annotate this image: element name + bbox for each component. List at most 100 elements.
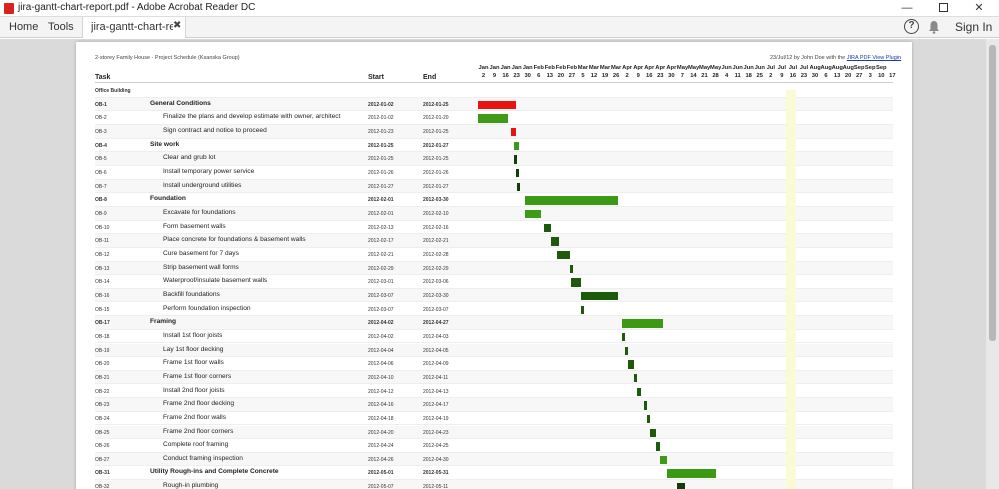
timeline-day-label: 12 [590,73,598,79]
start-date: 2012-05-01 [368,470,394,477]
issue-key: OB-21 [95,374,110,381]
maximize-button[interactable] [925,0,961,17]
task-name: Install 1st floor joists [163,331,223,339]
task-name: Install underground utilities [163,181,242,189]
gantt-bar[interactable] [544,223,551,233]
end-date: 2012-03-07 [423,306,449,313]
timeline-month-label: Aug [820,65,832,71]
gantt-bar[interactable] [624,346,628,356]
gantt-bar[interactable] [667,469,717,478]
gantt-bar[interactable] [656,442,660,451]
end-date: 2012-04-09 [423,361,449,368]
plugin-link[interactable]: JIRA PDF View Plugin [846,55,902,61]
close-window-button[interactable]: ✕ [974,2,984,14]
start-date: 2012-05-07 [368,484,394,489]
task-row: OB-12 Cure basement for 7 days 2012-02-21 2… [95,248,893,262]
gantt-bar[interactable] [517,182,521,192]
start-date: 2012-04-06 [368,361,394,368]
start-date: 2012-04-12 [368,388,394,395]
start-date: 2012-02-17 [368,238,394,245]
timeline-day-label: 2 [625,73,629,79]
task-row: OB-32 Rough-in plumbing 2012-05-07 2012-05-… [95,480,893,489]
gantt-bar[interactable] [556,250,570,260]
help-icon[interactable]: ? [904,19,919,34]
gantt-bar[interactable] [580,291,619,301]
issue-key: OB-17 [95,320,110,327]
gantt-bar[interactable] [525,196,619,205]
timeline-month-label: Apr [666,65,677,71]
start-date: 2012-02-21 [368,251,394,258]
document-viewer[interactable]: 2-storey Family House - Project Schedule… [0,39,999,489]
start-date: 2012-01-26 [368,169,394,176]
timeline-day-label: 16 [646,73,653,79]
timeline-month-label: Jan [478,65,489,71]
timeline-month-label: Jan [522,65,533,71]
timeline-month-label: Jul [777,65,787,71]
section-row: Office Building [95,84,893,98]
task-row: OB-20 Frame 1st floor walls 2012-04-06 2012… [95,357,893,371]
timeline-month-label: Aug [831,65,843,71]
task-name: Sign contract and notice to proceed [163,126,267,134]
task-name: Place concrete for foundations & basemen… [163,236,306,244]
gantt-bar[interactable] [515,168,519,178]
group-row: OB-17 Framing 2012-04-02 2012-04-27 [95,316,893,330]
gantt-bar[interactable] [627,360,635,369]
task-name: Install temporary power service [163,167,255,175]
task-name: Backfill foundations [163,290,220,298]
end-date: 2012-01-27 [423,142,449,149]
start-date: 2012-04-02 [368,333,394,340]
gantt-bar[interactable] [634,373,638,383]
gantt-bar[interactable] [643,401,647,410]
gantt-bar[interactable] [650,428,657,437]
gantt-bar[interactable] [571,278,581,287]
timeline-month-label: Apr [622,65,633,71]
notification-bell-icon[interactable] [928,20,940,34]
app-toolbar: Home Tools jira-gantt-chart-rep... ✖ ? S… [0,17,999,38]
document-tab-label: jira-gantt-chart-rep... [91,21,173,33]
issue-key: OB-6 [95,169,107,176]
gantt-bar[interactable] [569,264,573,274]
gantt-bar[interactable] [621,319,663,328]
timeline-day-label: 11 [734,73,741,79]
gantt-bar[interactable] [646,414,651,424]
tools-tab[interactable]: Tools [48,21,74,33]
issue-key: OB-5 [95,156,107,163]
home-tab[interactable]: Home [9,21,39,33]
gantt-bar[interactable] [525,209,542,219]
gantt-bar[interactable] [550,237,559,246]
issue-key: OB-14 [95,279,110,286]
gantt-bar[interactable] [514,141,520,151]
timeline-month-label: May [699,65,710,71]
gantt-bar[interactable] [514,155,518,164]
task-row: OB-9 Excavate for foundations 2012-02-01 20… [95,206,893,221]
gantt-bar[interactable] [637,387,641,397]
document-tab[interactable]: jira-gantt-chart-rep... ✖ [82,17,186,38]
timeline-day-label: 17 [889,73,896,79]
timeline-month-label: Jul [788,65,798,71]
timeline-month-label: Feb [533,65,544,71]
report-meta-text: 23/Jul/12 by John Doe with the [770,55,847,61]
timeline-day-label: 14 [690,73,697,79]
gantt-bar[interactable] [659,455,668,465]
gantt-bar[interactable] [478,100,516,110]
gantt-bar[interactable] [511,127,516,137]
close-tab-icon[interactable]: ✖ [173,20,182,31]
start-column-header: Start [368,74,384,81]
gantt-bar[interactable] [676,483,685,489]
minimize-button[interactable]: — [901,2,913,14]
issue-key: OB-25 [95,429,110,436]
issue-key: OB-13 [95,265,110,272]
gantt-bar[interactable] [478,114,508,123]
timeline-day-label: 3 [868,73,872,79]
timeline-day-label: 28 [712,73,719,79]
timeline-day-label: 30 [668,73,675,79]
scrollbar-thumb[interactable] [989,45,996,341]
task-row: OB-15 Perform foundation inspection 2012-0… [95,303,893,317]
gantt-bar[interactable] [621,332,625,342]
vertical-scrollbar[interactable] [986,39,999,489]
gantt-bar[interactable] [580,305,584,315]
sign-in-button[interactable]: Sign In [955,20,993,34]
group-row: OB-4 Site work 2012-01-25 2012-01-27 [95,139,893,153]
timeline-day-label: 2 [769,73,773,79]
report-meta: 23/Jul/12 by John Doe with the JIRA PDF … [770,55,901,61]
